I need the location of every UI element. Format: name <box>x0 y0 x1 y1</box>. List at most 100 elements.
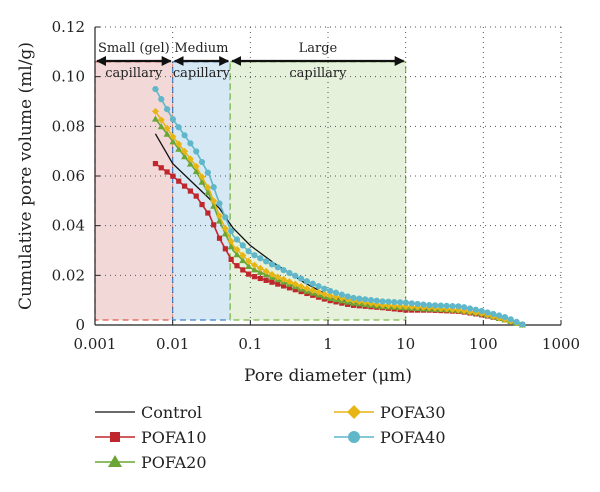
marker-POFA10-10 <box>211 222 217 228</box>
marker-POFA40-57 <box>484 309 491 316</box>
marker-POFA40-32 <box>338 291 345 298</box>
marker-POFA10-7 <box>193 193 199 199</box>
marker-POFA40-54 <box>466 305 474 312</box>
marker-POFA10-12 <box>222 246 228 252</box>
marker-POFA30-8 <box>198 173 206 181</box>
marker-POFA10-5 <box>181 183 188 189</box>
marker-POFA10-19 <box>263 277 269 283</box>
region-label-top-1: Medium <box>174 41 228 56</box>
legend-label-POFA40: POFA40 <box>380 428 446 447</box>
marker-POFA40-56 <box>478 307 485 315</box>
x-tick-label-0: 0.001 <box>74 335 117 353</box>
legend-marker-POFA10 <box>110 432 120 442</box>
data-series <box>151 85 526 329</box>
marker-POFA30-28 <box>315 288 323 296</box>
marker-POFA40-5 <box>181 132 188 139</box>
marker-POFA30-23 <box>285 278 293 286</box>
marker-POFA40-16 <box>245 248 252 255</box>
marker-POFA40-26 <box>303 278 310 285</box>
marker-POFA30-0 <box>151 107 159 115</box>
marker-POFA40-28 <box>315 283 322 290</box>
marker-POFA30-26 <box>303 284 311 292</box>
marker-POFA40-35 <box>356 295 363 302</box>
marker-POFA30-19 <box>262 267 270 275</box>
marker-POFA30-15 <box>239 251 247 259</box>
marker-POFA30-13 <box>227 237 235 245</box>
marker-POFA40-27 <box>309 280 316 287</box>
marker-POFA10-11 <box>216 235 223 241</box>
marker-POFA40-38 <box>373 297 380 304</box>
y-tick-label-5: 0.10 <box>52 68 85 86</box>
marker-POFA20-18 <box>256 268 264 275</box>
marker-POFA20-7 <box>192 167 200 175</box>
marker-POFA20-8 <box>198 178 206 185</box>
marker-POFA10-4 <box>176 178 182 184</box>
marker-POFA30-24 <box>291 280 299 288</box>
marker-POFA40-44 <box>408 300 415 307</box>
legend-item-POFA10: POFA10 <box>95 428 207 447</box>
marker-POFA40-1 <box>158 96 165 103</box>
marker-POFA20-12 <box>221 230 229 237</box>
marker-POFA10-20 <box>269 279 275 285</box>
marker-POFA40-19 <box>263 258 270 265</box>
marker-POFA30-6 <box>186 155 194 163</box>
region-fill-2 <box>230 61 406 321</box>
region-fill-0 <box>95 61 173 321</box>
legend: Control POFA10 POFA20 POFA30 POFA40 <box>95 403 446 472</box>
marker-POFA40-23 <box>286 269 293 277</box>
marker-POFA20-2 <box>163 130 171 137</box>
region-label-top-2: Large <box>299 41 338 56</box>
marker-POFA40-61 <box>507 316 514 323</box>
marker-POFA40-59 <box>496 312 503 319</box>
marker-POFA30-29 <box>320 290 328 298</box>
marker-POFA30-22 <box>280 275 288 283</box>
marker-POFA30-5 <box>181 147 189 155</box>
marker-POFA40-39 <box>379 298 386 305</box>
x-axis-label: Pore diameter (μm) <box>244 366 412 386</box>
legend-item-POFA30: POFA30 <box>334 403 446 422</box>
y-tick-label-2: 0.04 <box>52 217 85 235</box>
y-tick-label-1: 0.02 <box>52 266 85 284</box>
y-tick-label-6: 0.12 <box>52 18 85 36</box>
marker-POFA40-6 <box>187 140 194 147</box>
marker-POFA20-11 <box>216 217 224 224</box>
marker-POFA40-30 <box>327 287 334 295</box>
tick-labels: 0.001 0.01 0.1 1 10 100 1000 0 0.02 0.04 0.06 0.08 0… <box>52 18 581 353</box>
legend-label-POFA30: POFA30 <box>380 403 446 422</box>
x-tick-label-1: 0.01 <box>156 335 189 353</box>
marker-POFA40-42 <box>396 299 404 306</box>
marker-POFA30-7 <box>192 162 200 170</box>
marker-POFA40-40 <box>385 298 392 305</box>
marker-POFA40-12 <box>222 214 229 221</box>
marker-POFA10-1 <box>158 165 164 171</box>
region-border-1 <box>172 61 231 321</box>
marker-POFA40-53 <box>461 304 468 311</box>
marker-POFA40-55 <box>472 306 479 313</box>
region-border-2 <box>229 61 407 321</box>
y-axis-label: Cumulative pore volume (ml/g) <box>16 42 36 310</box>
marker-POFA10-16 <box>246 271 252 277</box>
marker-POFA40-0 <box>152 85 159 93</box>
marker-POFA20-9 <box>204 188 212 196</box>
marker-POFA20-16 <box>245 262 253 269</box>
marker-POFA30-9 <box>204 184 212 192</box>
marker-POFA40-24 <box>292 272 299 279</box>
capillary-regions <box>94 61 407 321</box>
region-arrows: Small (gel)capillaryMediumcapillaryLarge… <box>96 41 405 81</box>
marker-POFA20-1 <box>157 122 165 130</box>
legend-label-POFA20: POFA20 <box>141 453 207 472</box>
region-label-bottom-2: capillary <box>289 66 347 81</box>
marker-POFA40-29 <box>321 285 328 292</box>
marker-POFA40-43 <box>402 299 410 306</box>
marker-POFA40-9 <box>204 169 211 176</box>
marker-POFA10-15 <box>240 267 246 273</box>
x-tick-label-3: 1 <box>323 335 333 353</box>
marker-POFA20-6 <box>186 160 194 167</box>
marker-POFA40-60 <box>501 313 509 321</box>
marker-POFA40-8 <box>198 158 206 166</box>
marker-POFA40-50 <box>443 302 450 309</box>
marker-POFA40-62 <box>513 318 520 326</box>
marker-POFA40-63 <box>519 321 526 328</box>
marker-POFA30-11 <box>216 212 224 220</box>
